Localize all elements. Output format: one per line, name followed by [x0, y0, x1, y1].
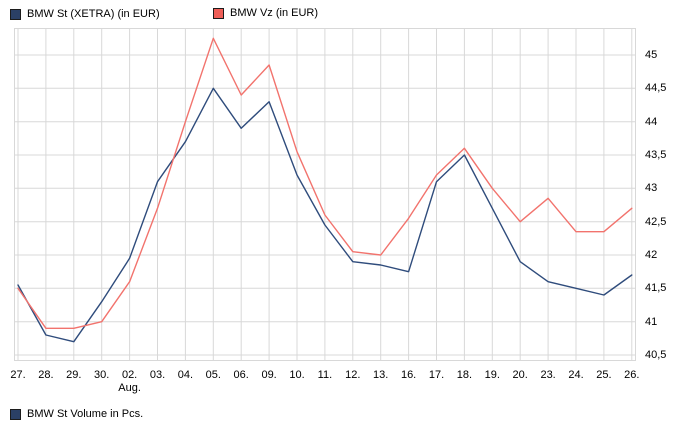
x-tick-label: 18.	[456, 369, 473, 381]
y-tick-label: 44	[645, 115, 658, 128]
x-tick-label: 19.	[484, 369, 500, 381]
x-tick-label: 27.	[10, 369, 26, 381]
x-tick-label: 24.	[568, 369, 584, 381]
y-tick-label: 45	[645, 49, 658, 61]
bmw-st-volume-legend-label: BMW St Volume in Pcs.	[27, 407, 144, 420]
legend-item-bmw-vz: BMW Vz (in EUR)	[213, 7, 318, 20]
x-tick-label: 20.	[512, 369, 528, 381]
x-tick-label: 17.	[428, 369, 445, 381]
x-tick-label: 28.	[38, 369, 54, 381]
bmw-vz-line	[17, 37, 633, 329]
x-tick-label: 04.	[177, 369, 194, 381]
x-tick-label: 12.	[345, 369, 361, 381]
x-tick-label: 29.	[66, 369, 82, 381]
x-tick-label: 26.	[624, 369, 640, 381]
y-tick-label: 41,5	[645, 282, 667, 295]
legend-item-bmw-st: BMW St (XETRA) (in EUR)	[10, 8, 160, 21]
x-tick-label: 05.	[205, 369, 221, 381]
y-tick-label: 43	[645, 182, 658, 195]
x-tick-label: 25.	[596, 369, 612, 381]
x-tick-label: 02.	[121, 369, 138, 381]
volume-legend-clipped: BMW St Volume in Pcs.	[10, 407, 143, 421]
x-tick-label: 10.	[289, 369, 305, 381]
y-tick-label: 44,5	[645, 82, 667, 95]
x-tick-label: 06.	[233, 369, 249, 381]
x-axis-month-label: Aug.	[118, 382, 141, 394]
chart-legend: BMW St (XETRA) (in EUR) BMW Vz (in EUR)	[10, 7, 318, 21]
x-tick-label: 09.	[261, 369, 277, 381]
bmw-vz-legend-label: BMW Vz (in EUR)	[230, 7, 318, 19]
y-tick-label: 40,5	[645, 349, 667, 361]
y-tick-label: 41	[645, 315, 658, 328]
price-chart-svg	[14, 28, 636, 361]
y-tick-label: 42	[645, 249, 658, 261]
x-tick-label: 16.	[400, 369, 417, 381]
price-chart-plot-area	[14, 28, 636, 361]
x-tick-label: 30.	[94, 369, 110, 381]
y-tick-label: 43,5	[645, 149, 667, 161]
bmw-st-legend-label: BMW St (XETRA) (in EUR)	[27, 7, 160, 20]
plot-border	[14, 28, 636, 361]
x-tick-label: 11.	[317, 369, 333, 381]
x-tick-label: 23.	[540, 369, 556, 381]
bmw-st-volume-legend-marker-icon	[10, 408, 21, 420]
bmw-vz-legend-marker-icon	[213, 8, 224, 19]
bmw-st-line	[17, 87, 633, 343]
bmw-st-legend-marker-icon	[10, 8, 21, 20]
x-tick-label: 03.	[149, 369, 166, 381]
x-tick-label: 13.	[373, 369, 389, 381]
y-tick-label: 42,5	[645, 215, 667, 228]
